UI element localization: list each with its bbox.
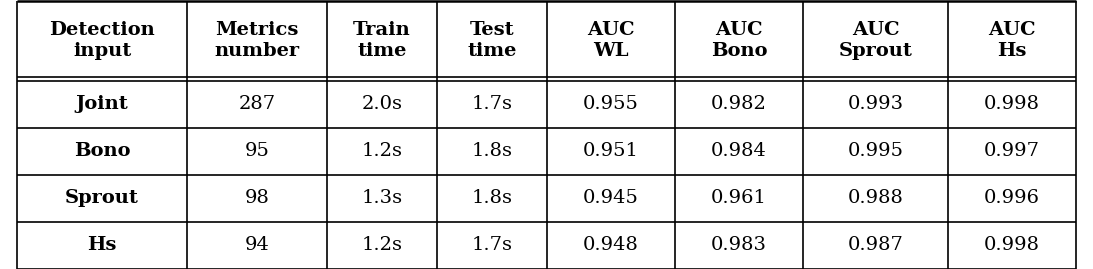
Text: 1.2s: 1.2s — [362, 142, 402, 160]
Text: 2.0s: 2.0s — [362, 95, 402, 113]
Text: Detection
input: Detection input — [49, 21, 155, 60]
Text: 0.995: 0.995 — [847, 142, 904, 160]
Text: 0.983: 0.983 — [712, 236, 767, 254]
Text: 287: 287 — [238, 95, 275, 113]
Text: 0.982: 0.982 — [712, 95, 767, 113]
Text: 94: 94 — [245, 236, 270, 254]
Text: 0.988: 0.988 — [847, 189, 904, 207]
Text: 95: 95 — [245, 142, 270, 160]
Text: 0.955: 0.955 — [583, 95, 639, 113]
Text: 0.997: 0.997 — [984, 142, 1041, 160]
Text: Train
time: Train time — [353, 21, 411, 60]
Text: 1.7s: 1.7s — [471, 95, 513, 113]
Text: Sprout: Sprout — [66, 189, 139, 207]
Text: 0.998: 0.998 — [984, 95, 1041, 113]
Text: 0.945: 0.945 — [583, 189, 639, 207]
Text: 0.984: 0.984 — [712, 142, 767, 160]
Text: Joint: Joint — [75, 95, 128, 113]
Text: 0.948: 0.948 — [583, 236, 639, 254]
Text: 1.2s: 1.2s — [362, 236, 402, 254]
Text: 98: 98 — [245, 189, 270, 207]
Text: 0.996: 0.996 — [984, 189, 1041, 207]
Text: 0.951: 0.951 — [583, 142, 639, 160]
Text: Metrics
number: Metrics number — [214, 21, 299, 60]
Text: 1.8s: 1.8s — [471, 142, 513, 160]
Text: 1.7s: 1.7s — [471, 236, 513, 254]
Text: AUC
Bono: AUC Bono — [710, 21, 767, 60]
Text: 0.998: 0.998 — [984, 236, 1041, 254]
Text: 1.3s: 1.3s — [362, 189, 402, 207]
Text: 1.8s: 1.8s — [471, 189, 513, 207]
Text: Test
time: Test time — [468, 21, 517, 60]
Text: AUC
WL: AUC WL — [587, 21, 635, 60]
Text: AUC
Sprout: AUC Sprout — [838, 21, 913, 60]
Text: Hs: Hs — [87, 236, 117, 254]
Text: 0.987: 0.987 — [847, 236, 904, 254]
Text: 0.993: 0.993 — [847, 95, 904, 113]
Text: Bono: Bono — [73, 142, 130, 160]
Text: AUC
Hs: AUC Hs — [988, 21, 1036, 60]
Text: 0.961: 0.961 — [712, 189, 767, 207]
